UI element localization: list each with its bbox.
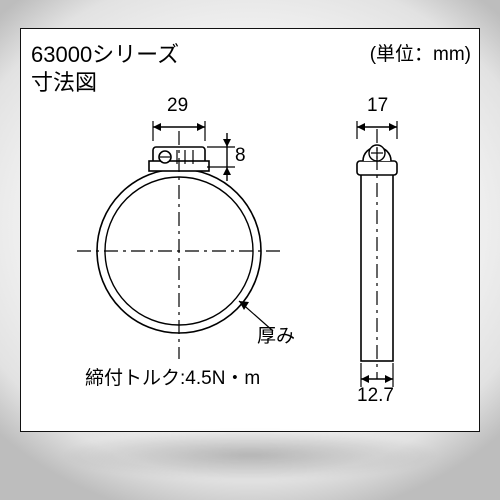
side-view [21, 29, 481, 433]
dim-12-7: 12.7 [357, 385, 394, 407]
dim-17: 17 [367, 95, 388, 117]
drop-shadow [60, 430, 440, 480]
drawing-sheet: 63000シリーズ 寸法図 (単位：mm) 29 [20, 28, 480, 432]
